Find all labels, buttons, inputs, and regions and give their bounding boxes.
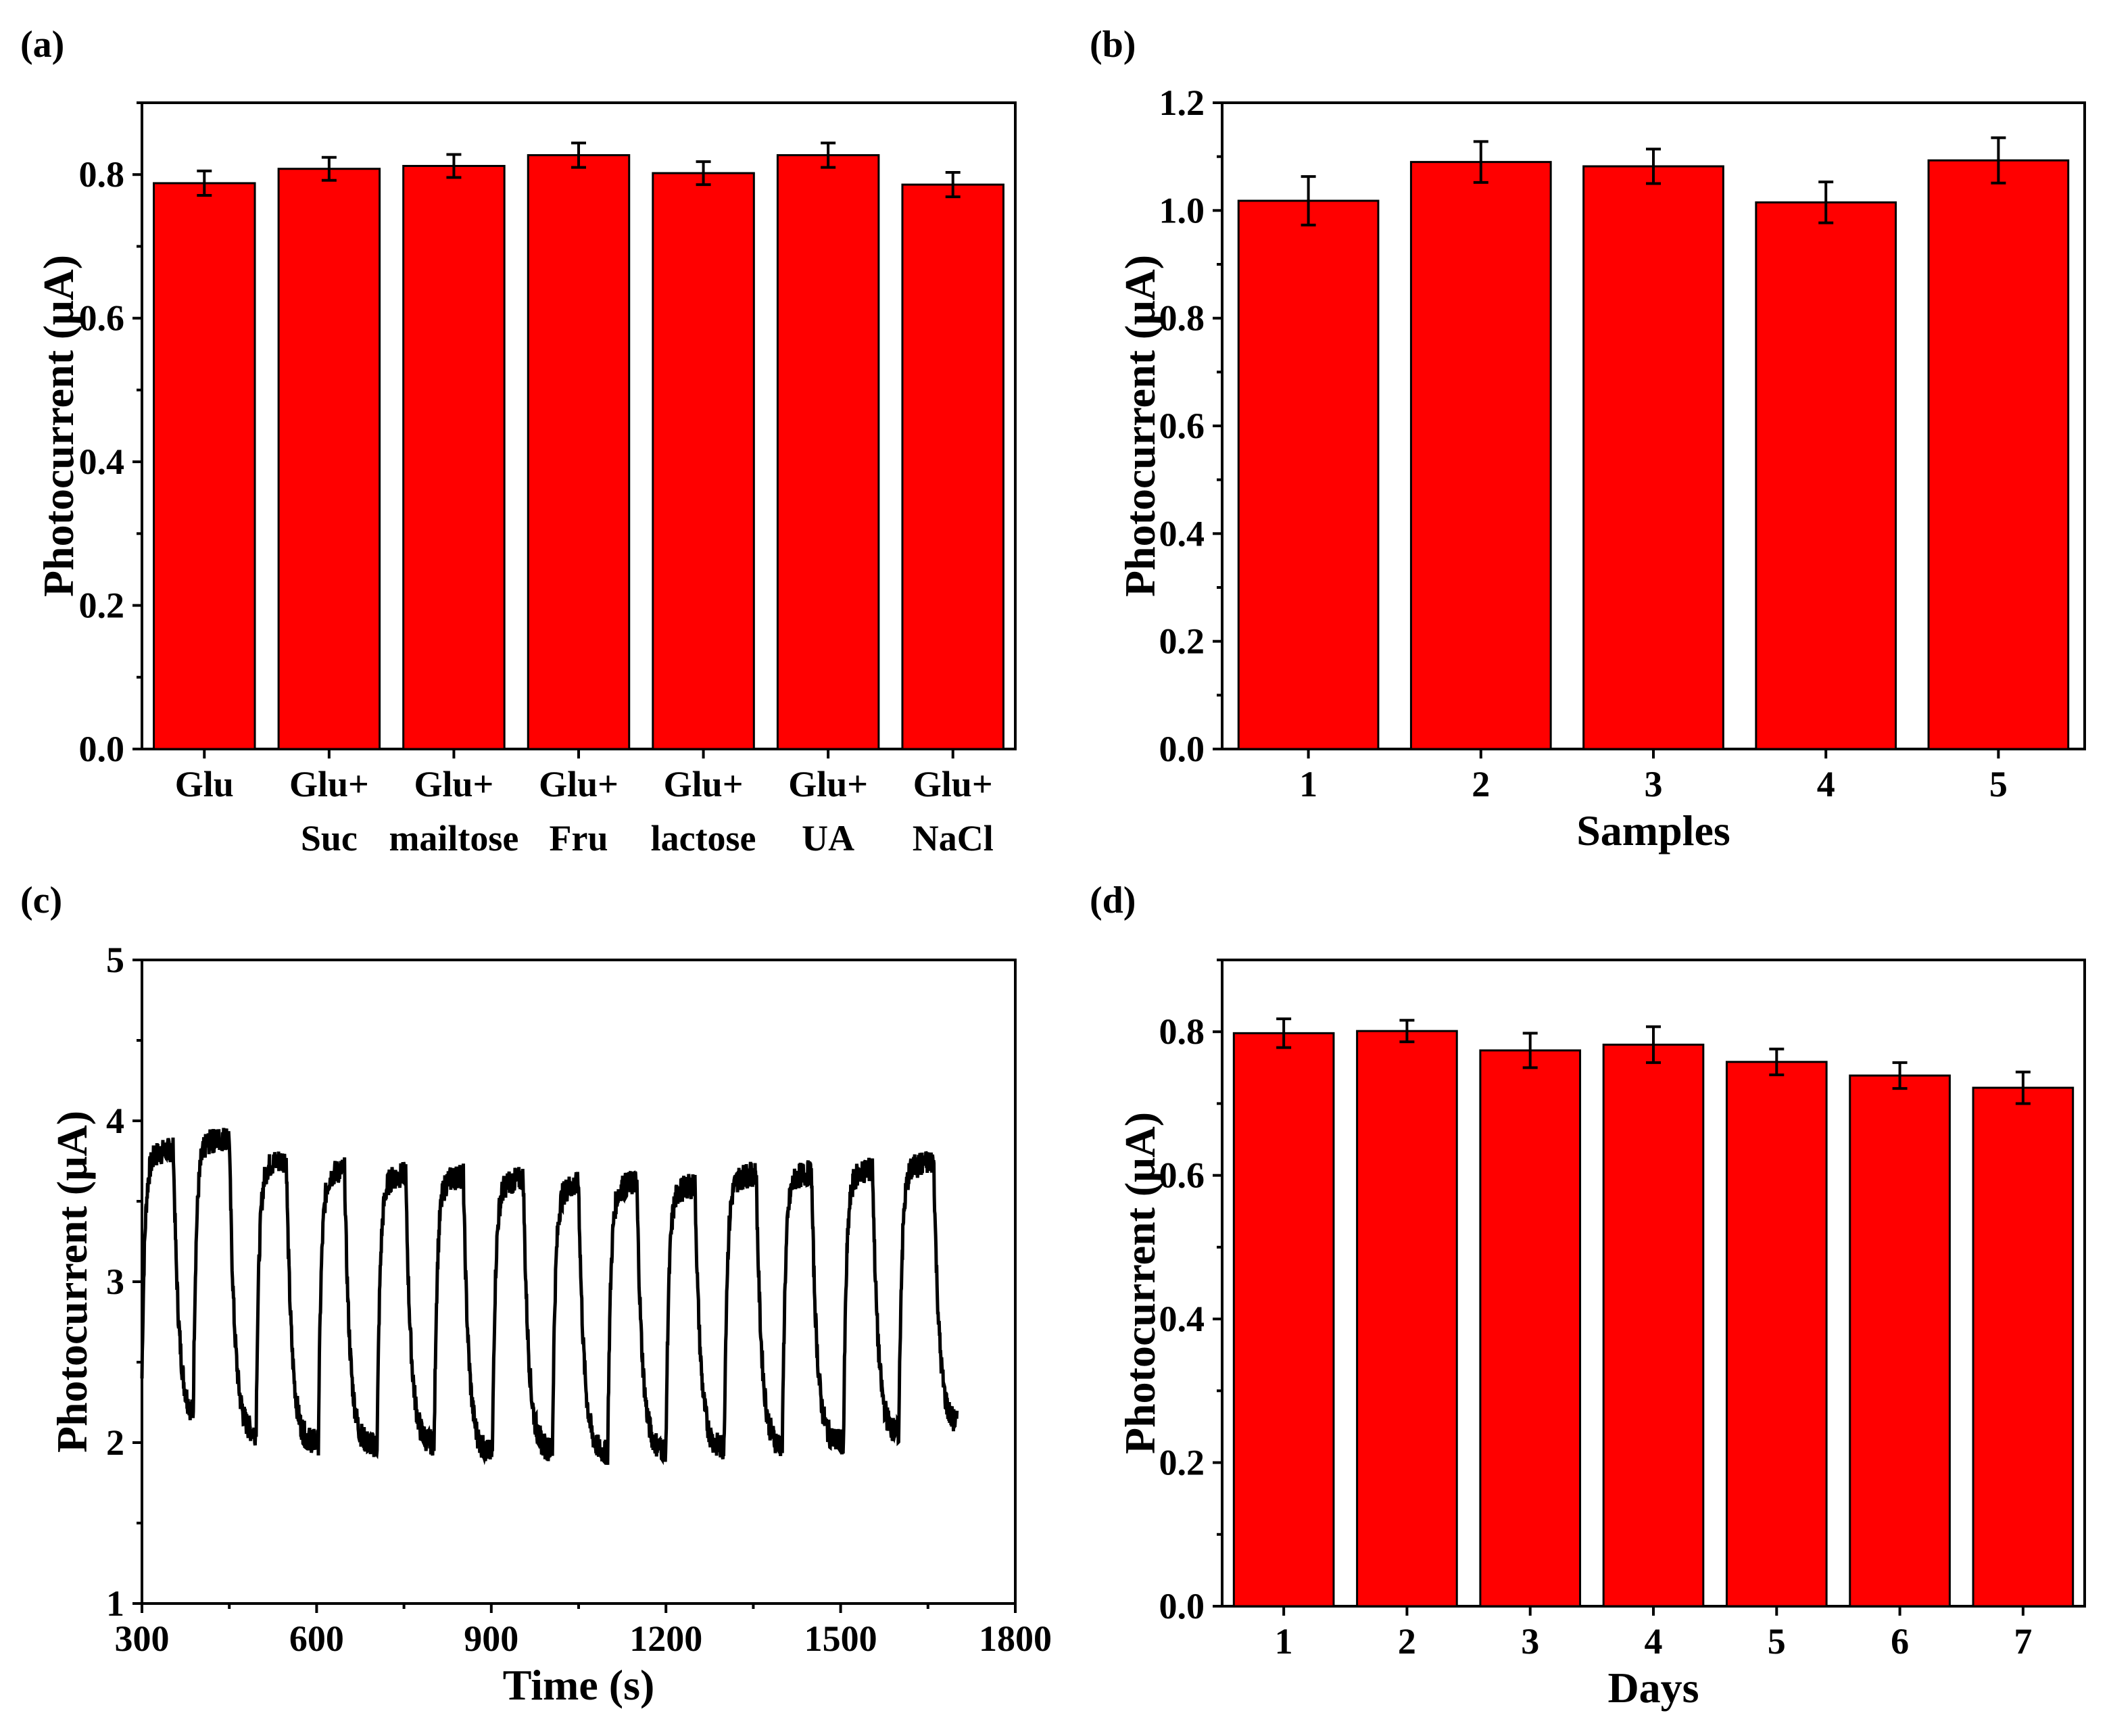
bar (153, 182, 256, 750)
chart-panel-4: (d) 0.0 0.2 0.4 0.6 0.8 Photocurrent (μA) 1 2 3 4 5… (1090, 879, 2086, 1712)
x-tick-label: 1800 (979, 1618, 1052, 1659)
x-tick-label: 4 (1645, 1621, 1663, 1662)
x-tick-label: 3 (1521, 1621, 1539, 1662)
x-tick-label: 900 (464, 1618, 518, 1659)
plot-frame (141, 959, 1017, 1605)
x-tick-label: 1500 (804, 1618, 877, 1659)
x-tick-label: 1 (1275, 1621, 1293, 1662)
y-tick-label: 1.0 (1159, 190, 1205, 231)
y-axis-title: Photocurrent (μA) (1116, 1112, 1164, 1454)
x-tick-label: 6 (1891, 1621, 1909, 1662)
x-tick-label: 600 (289, 1618, 344, 1659)
y-tick-label: 1.2 (1159, 82, 1205, 123)
bar (1927, 159, 2070, 750)
panel-label: (b) (1090, 24, 1136, 66)
x-tick-label: Glu+ (913, 764, 993, 804)
x-tick-label: 5 (1989, 764, 2008, 804)
bar (1232, 1032, 1335, 1608)
y-tick-label: 0.2 (1159, 1443, 1205, 1483)
panel-label: (d) (1090, 879, 1136, 921)
y-tick-label: 0.4 (1159, 1299, 1205, 1339)
bar (1972, 1086, 2075, 1608)
x-tick-label: 3 (1645, 764, 1663, 804)
panel-label: (c) (20, 879, 62, 921)
y-tick-label: 3 (106, 1261, 124, 1302)
chart-panel-3: (c) 1 2 3 4 5 Photocurrent (μA) 300 600 900 1200 15… (20, 879, 1052, 1709)
y-tick-label: 0.4 (79, 441, 125, 482)
x-axis-title: Days (1607, 1664, 1699, 1712)
chart-panel-1: (a) 0.0 0.2 0.4 0.6 0.8 Photocurrent (μA) Glu Gl… (20, 24, 1017, 859)
x-tick-label: Glu+ (664, 764, 744, 804)
bar (527, 154, 631, 750)
y-tick-label: 0.6 (1159, 406, 1205, 446)
x-tick-label: Glu (175, 764, 234, 804)
y-tick-label: 2 (106, 1422, 124, 1463)
x-tick-label: Glu+ (539, 764, 619, 804)
y-tick-label: 1 (106, 1583, 124, 1624)
x-tick-label: Glu+ (414, 764, 494, 804)
panel-label: (a) (20, 24, 64, 66)
bar (402, 164, 506, 750)
x-tick-label: 300 (115, 1618, 170, 1659)
y-tick-label: 0.0 (1159, 729, 1205, 769)
y-axis-title: Photocurrent (μA) (34, 255, 82, 597)
x-tick-label: Glu+ (788, 764, 868, 804)
bar (1602, 1043, 1705, 1608)
y-tick-label: 4 (106, 1101, 124, 1141)
bar (901, 183, 1004, 750)
x-tick-label: 1 (1299, 764, 1317, 804)
y-tick-label: 0.0 (1159, 1586, 1205, 1626)
bar (652, 172, 755, 750)
x-tick-label: 2 (1472, 764, 1490, 804)
x-tick-label: Suc (301, 818, 358, 859)
x-tick-label: NaCl (913, 818, 994, 859)
y-tick-label: 0.8 (79, 154, 125, 195)
chart-panel-2: (b) 0.0 0.2 0.4 0.6 0.8 1.0 1.2 Photocurrent (μA… (1090, 24, 2086, 854)
y-tick-label: 0.8 (1159, 1011, 1205, 1052)
x-tick-label: 4 (1817, 764, 1835, 804)
x-tick-label: mailtose (389, 818, 518, 859)
bar (1755, 201, 1897, 750)
y-tick-label: 5 (106, 940, 124, 980)
bar (1237, 199, 1380, 750)
photocurrent-trace (140, 1128, 959, 1466)
x-axis-title: Time (s) (503, 1661, 655, 1709)
y-tick-label: 0.6 (1159, 1155, 1205, 1196)
y-tick-label: 0.2 (1159, 621, 1205, 662)
x-tick-label: UA (802, 818, 854, 859)
x-tick-label: lactose (651, 818, 756, 859)
bar (1725, 1061, 1828, 1608)
bar (1582, 165, 1724, 750)
x-tick-label: 2 (1398, 1621, 1416, 1662)
y-tick-label: 0.8 (1159, 298, 1205, 339)
y-tick-label: 0.2 (79, 585, 125, 626)
bar (776, 154, 880, 750)
x-tick-label: 5 (1768, 1621, 1786, 1662)
x-axis-title: Samples (1576, 806, 1730, 854)
y-tick-label: 0.0 (79, 729, 125, 769)
y-axis-title: Photocurrent (μA) (48, 1111, 96, 1453)
bar (1849, 1074, 1951, 1608)
x-tick-label: Fru (550, 818, 608, 859)
bar (1356, 1030, 1458, 1608)
y-axis-title: Photocurrent (μA) (1116, 255, 1164, 597)
x-tick-label: 1200 (629, 1618, 702, 1659)
y-tick-label: 0.4 (1159, 513, 1205, 554)
bar (277, 168, 381, 750)
y-tick-label: 0.6 (79, 298, 125, 339)
bar (1409, 161, 1552, 750)
bar (1479, 1049, 1582, 1608)
x-tick-label: Glu+ (289, 764, 369, 804)
x-tick-label: 7 (2014, 1621, 2032, 1662)
